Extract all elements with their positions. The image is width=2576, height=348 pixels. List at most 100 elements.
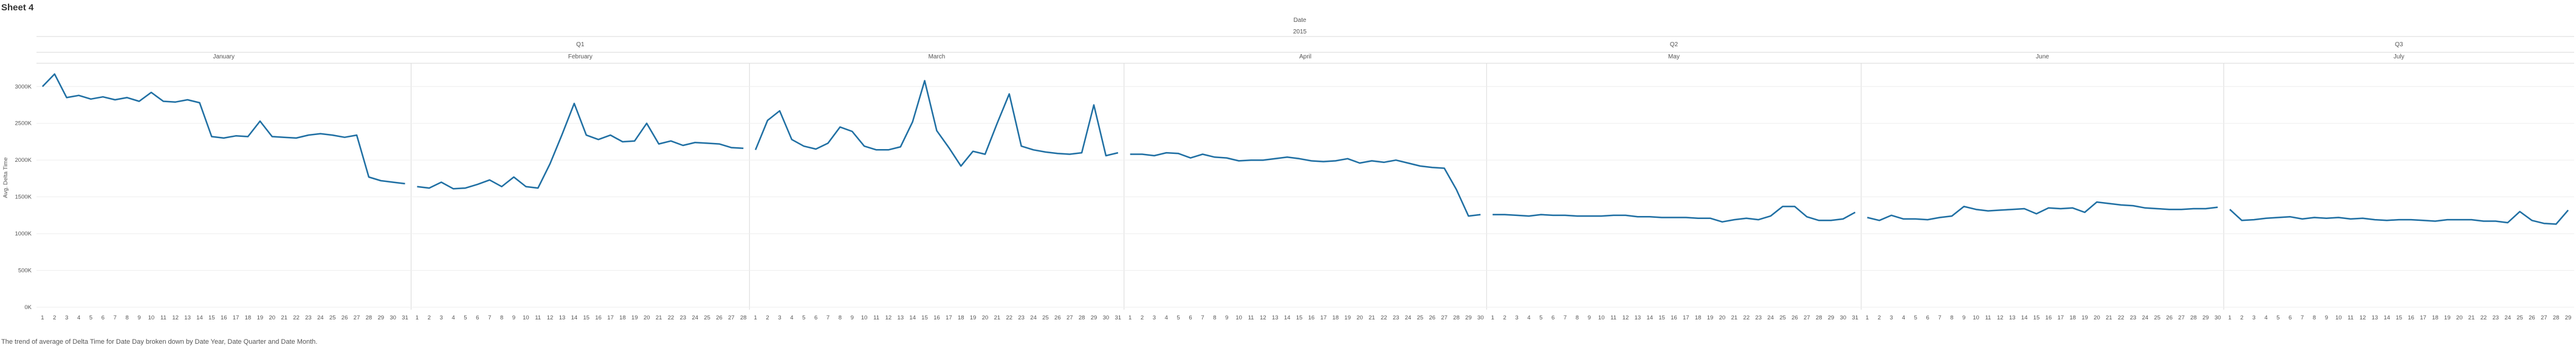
x-tick-label: 18 — [619, 315, 626, 321]
x-tick-label: 9 — [1588, 315, 1591, 321]
x-tick-label: 25 — [1417, 315, 1424, 321]
x-tick-label: 23 — [305, 315, 312, 321]
x-tick-label: 21 — [994, 315, 1001, 321]
x-tick-label: 10 — [1235, 315, 1242, 321]
x-tick-label: 4 — [1165, 315, 1168, 321]
x-tick-label: 18 — [958, 315, 964, 321]
x-tick-label: 11 — [160, 315, 167, 321]
x-tick-label: 29 — [1091, 315, 1097, 321]
x-tick-label: 24 — [692, 315, 698, 321]
quarter-header-q3: Q3 — [2395, 41, 2403, 48]
x-tick-label: 29 — [1828, 315, 1835, 321]
x-tick-label: 21 — [2468, 315, 2475, 321]
x-tick-label: 2 — [2240, 315, 2243, 321]
x-tick-label: 2 — [1141, 315, 1144, 321]
x-tick-label: 29 — [1465, 315, 1472, 321]
x-tick-label: 6 — [476, 315, 479, 321]
chart-background — [36, 36, 2574, 310]
x-tick-label: 19 — [2444, 315, 2451, 321]
x-tick-label: 8 — [1950, 315, 1953, 321]
x-tick-label: 8 — [500, 315, 503, 321]
x-tick-label: 29 — [377, 315, 384, 321]
x-tick-label: 27 — [1804, 315, 1810, 321]
x-tick-label: 11 — [1610, 315, 1616, 321]
sheet-title: Sheet 4 — [1, 2, 34, 13]
gridlines — [36, 86, 2574, 308]
x-tick-label: 20 — [2093, 315, 2100, 321]
x-tick-label: 10 — [2335, 315, 2342, 321]
x-tick-label: 3 — [1153, 315, 1156, 321]
x-tick-label: 20 — [982, 315, 989, 321]
x-tick-label: 24 — [1030, 315, 1037, 321]
x-tick-label: 23 — [2492, 315, 2499, 321]
x-tick-label: 25 — [2154, 315, 2161, 321]
month-header-june: June — [2036, 54, 2049, 60]
x-tick-label: 10 — [523, 315, 529, 321]
x-tick-label: 28 — [1453, 315, 1460, 321]
x-tick-label: 5 — [802, 315, 805, 321]
x-tick-label: 12 — [547, 315, 554, 321]
x-tick-label: 28 — [740, 315, 747, 321]
y-axis-label: Avg. Delta Time — [2, 158, 9, 198]
x-tick-label: 27 — [354, 315, 360, 321]
x-tick-label: 10 — [861, 315, 868, 321]
x-tick-label: 28 — [2553, 315, 2560, 321]
x-tick-label: 19 — [1707, 315, 1714, 321]
series-lines — [42, 73, 2569, 225]
x-tick-label: 6 — [1551, 315, 1554, 321]
x-tick-label: 24 — [1405, 315, 1412, 321]
x-tick-label: 13 — [1272, 315, 1279, 321]
x-tick-label: 17 — [2058, 315, 2064, 321]
header-date-field: Date — [1293, 17, 1307, 24]
x-tick-label: 15 — [1296, 315, 1303, 321]
x-tick-label: 22 — [1006, 315, 1013, 321]
x-tick-label: 1 — [41, 315, 44, 321]
month-header-february: February — [568, 54, 592, 60]
x-tick-label: 4 — [790, 315, 793, 321]
x-tick-label: 14 — [1646, 315, 1653, 321]
x-tick-label: 25 — [329, 315, 336, 321]
x-tick-label: 4 — [2264, 315, 2267, 321]
x-tick-label: 14 — [2383, 315, 2390, 321]
x-tick-label: 26 — [1429, 315, 1436, 321]
x-tick-label: 5 — [1177, 315, 1180, 321]
x-tick-label: 14 — [909, 315, 916, 321]
x-tick-label: 26 — [1791, 315, 1798, 321]
x-tick-label: 24 — [2142, 315, 2149, 321]
x-tick-label: 14 — [571, 315, 578, 321]
x-tick-label: 21 — [281, 315, 287, 321]
x-tick-label: 17 — [1683, 315, 1689, 321]
month-header-may: May — [1668, 54, 1680, 60]
x-tick-label: 16 — [1671, 315, 1677, 321]
x-tick-label: 27 — [1066, 315, 1073, 321]
x-tick-label: 9 — [1225, 315, 1228, 321]
x-tick-label: 18 — [1332, 315, 1339, 321]
x-tick-label: 5 — [464, 315, 467, 321]
x-tick-label: 5 — [2276, 315, 2279, 321]
x-tick-label: 15 — [921, 315, 928, 321]
x-tick-label: 23 — [2130, 315, 2137, 321]
x-tick-label: 10 — [148, 315, 155, 321]
x-tick-label: 8 — [839, 315, 842, 321]
x-tick-label: 11 — [535, 315, 541, 321]
x-tick-label: 4 — [452, 315, 455, 321]
x-tick-label: 19 — [257, 315, 264, 321]
x-tick-label: 19 — [1344, 315, 1351, 321]
x-tick-label: 11 — [1985, 315, 1991, 321]
column-headers: Date 2015 Q1 Q2 Q3 January February March Apri… — [213, 17, 2404, 60]
x-tick-label: 8 — [1213, 315, 1216, 321]
x-tick-label: 1 — [754, 315, 757, 321]
x-tick-label: 30 — [2214, 315, 2221, 321]
x-tick-label: 28 — [2190, 315, 2197, 321]
chart-caption: The trend of average of Delta Time for D… — [1, 338, 318, 346]
series-line-may — [1492, 206, 1856, 223]
x-tick-label: 7 — [1938, 315, 1941, 321]
x-tick-label: 11 — [2348, 315, 2354, 321]
x-tick-label: 26 — [716, 315, 723, 321]
x-tick-label: 12 — [1623, 315, 1629, 321]
x-tick-label: 28 — [1816, 315, 1822, 321]
x-tick-label: 6 — [1926, 315, 1929, 321]
x-tick-label: 25 — [2516, 315, 2523, 321]
x-tick-label: 16 — [933, 315, 940, 321]
